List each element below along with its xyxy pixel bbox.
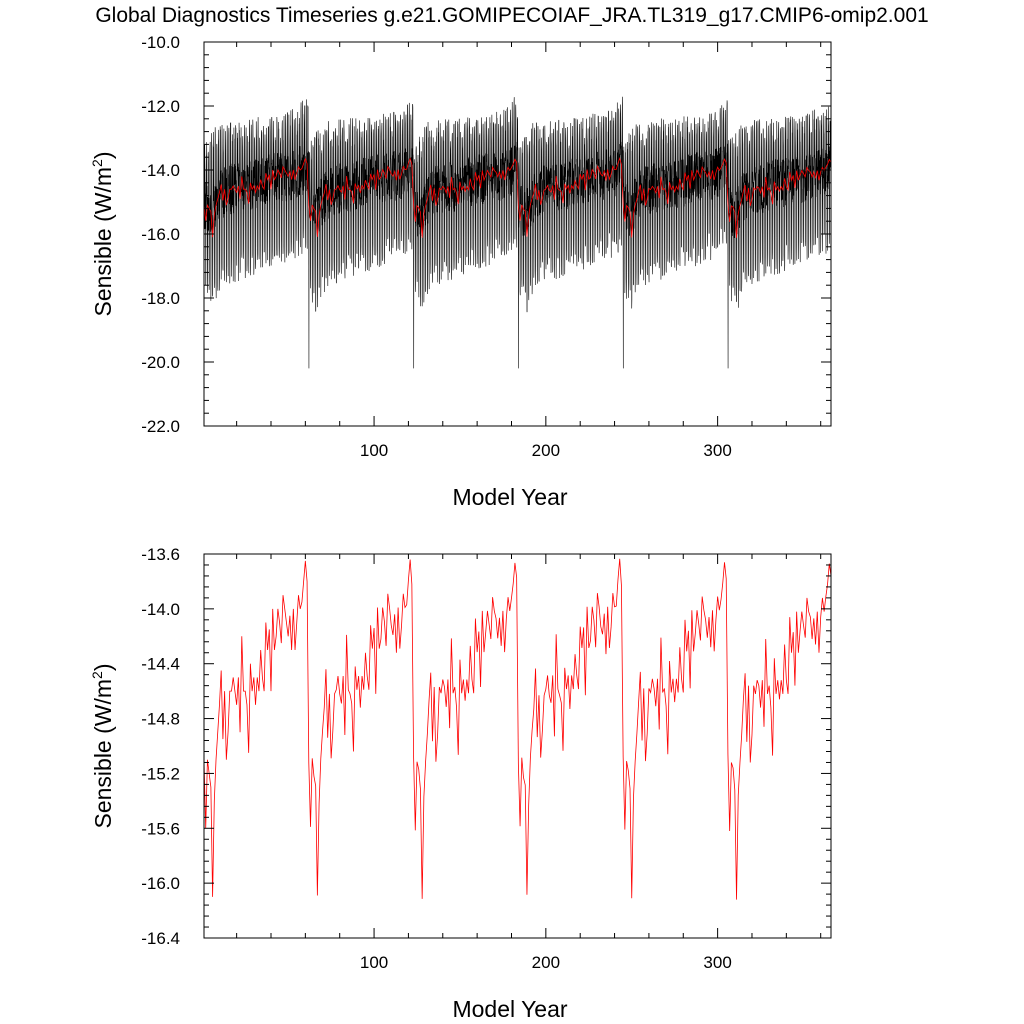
y-axis-label-bottom: Sensible (W/m2) bbox=[89, 663, 116, 828]
y-tick-label: -15.6 bbox=[141, 819, 180, 838]
series-layer-bottom bbox=[203, 558, 832, 900]
y-tick-label: -22.0 bbox=[141, 417, 180, 436]
x-tick-label: 300 bbox=[703, 953, 731, 972]
ticks-bottom: 100 200 300 -13.6 -14.0 -14.4 -14.8 -15.2 -15.6 -… bbox=[141, 545, 831, 972]
x-axis-label-bottom: Model Year bbox=[452, 996, 567, 1022]
y-tick-label: -14.0 bbox=[141, 600, 180, 619]
y-axis-label-bottom-sup: 2 bbox=[89, 671, 105, 679]
y-axis-label-top-main: Sensible (W/m bbox=[90, 167, 116, 317]
series-line-annual bbox=[203, 558, 832, 900]
y-axis-label-top-close: ) bbox=[90, 151, 116, 159]
ticks-top: 100 200 300 -10.0 -12.0 -14.0 -16.0 -18.0 -20.0 -… bbox=[141, 33, 831, 460]
y-tick-label: -12.0 bbox=[141, 97, 180, 116]
y-tick-label: -15.2 bbox=[141, 764, 180, 783]
y-tick-label: -16.4 bbox=[141, 929, 180, 948]
y-tick-label: -16.0 bbox=[141, 225, 180, 244]
x-tick-label: 100 bbox=[360, 953, 388, 972]
y-tick-label: -14.8 bbox=[141, 710, 180, 729]
x-tick-label: 200 bbox=[532, 441, 560, 460]
x-axis-label-top: Model Year bbox=[452, 484, 567, 510]
y-tick-label: -18.0 bbox=[141, 289, 180, 308]
y-tick-label: -10.0 bbox=[141, 33, 180, 52]
panel-monthly-and-annual-sensible: 100 200 300 -10.0 -12.0 -14.0 -16.0 -18.0 -20.0 -… bbox=[89, 33, 832, 510]
y-axis-label-bottom-close: ) bbox=[90, 663, 116, 671]
figure-title: Global Diagnostics Timeseries g.e21.GOMI… bbox=[95, 4, 928, 27]
y-tick-label: -13.6 bbox=[141, 545, 180, 564]
y-axis-label-top: Sensible (W/m2) bbox=[89, 151, 116, 316]
y-axis-label-bottom-main: Sensible (W/m bbox=[90, 679, 116, 829]
x-tick-label: 200 bbox=[532, 953, 560, 972]
panel-annual-sensible: 100 200 300 -13.6 -14.0 -14.4 -14.8 -15.2 -15.6 -… bbox=[89, 545, 832, 1022]
series-layer-top bbox=[203, 96, 832, 369]
series-line-annual bbox=[203, 156, 832, 238]
y-tick-label: -20.0 bbox=[141, 353, 180, 372]
y-axis-label-top-sup: 2 bbox=[89, 159, 105, 167]
y-tick-label: -16.0 bbox=[141, 874, 180, 893]
plot-frame-bottom bbox=[203, 553, 832, 939]
x-tick-label: 300 bbox=[703, 441, 731, 460]
x-tick-label: 100 bbox=[360, 441, 388, 460]
y-tick-label: -14.0 bbox=[141, 161, 180, 180]
y-tick-label: -14.4 bbox=[141, 655, 180, 674]
series-line-monthly bbox=[203, 96, 832, 369]
